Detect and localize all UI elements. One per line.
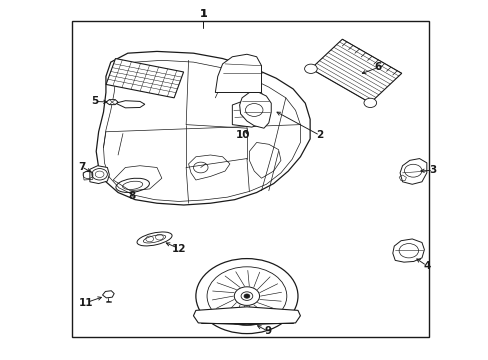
Circle shape — [234, 287, 259, 305]
Circle shape — [363, 98, 376, 108]
Text: 5: 5 — [91, 96, 98, 107]
Polygon shape — [239, 93, 271, 128]
Bar — [72, 21, 428, 337]
Circle shape — [304, 64, 317, 73]
Bar — [398, 255, 404, 260]
Text: 10: 10 — [236, 130, 250, 140]
Polygon shape — [193, 307, 300, 325]
Text: 1: 1 — [199, 9, 206, 19]
Text: 1: 1 — [199, 9, 206, 19]
Polygon shape — [232, 100, 266, 127]
Polygon shape — [103, 60, 300, 202]
Text: 3: 3 — [428, 165, 436, 175]
Ellipse shape — [137, 232, 172, 246]
Text: 9: 9 — [264, 326, 271, 336]
Polygon shape — [96, 51, 309, 205]
Text: 4: 4 — [422, 261, 429, 271]
Polygon shape — [90, 166, 109, 184]
Polygon shape — [106, 59, 183, 98]
Text: 12: 12 — [171, 244, 186, 253]
Polygon shape — [106, 100, 118, 105]
Polygon shape — [310, 39, 401, 103]
Circle shape — [196, 258, 297, 334]
Text: 2: 2 — [316, 130, 323, 140]
Polygon shape — [102, 291, 114, 298]
Polygon shape — [215, 54, 261, 93]
Polygon shape — [399, 158, 426, 184]
Polygon shape — [116, 101, 144, 108]
Text: 6: 6 — [374, 63, 381, 72]
Text: 7: 7 — [78, 162, 85, 172]
Text: 8: 8 — [128, 191, 135, 201]
Polygon shape — [392, 239, 424, 262]
Text: 11: 11 — [79, 297, 94, 307]
Circle shape — [244, 294, 249, 298]
